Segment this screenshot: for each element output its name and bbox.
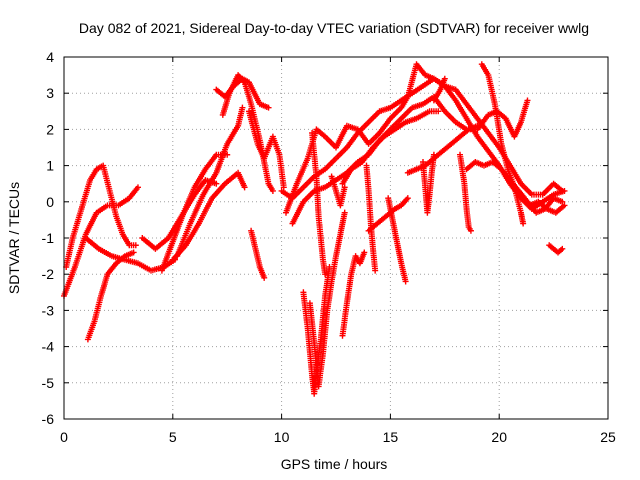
series-track-a <box>63 162 139 270</box>
x-tick-label: 5 <box>169 429 177 445</box>
series-track-g <box>174 104 246 260</box>
y-tick-label: -1 <box>42 230 55 246</box>
data-point-markers <box>339 108 442 187</box>
series-track-c <box>84 249 137 343</box>
series-track-ad <box>478 61 527 227</box>
y-tick-label: 0 <box>46 194 54 210</box>
y-tick-label: 4 <box>46 49 54 65</box>
y-tick-label: -4 <box>42 339 55 355</box>
data-point-markers <box>526 198 568 216</box>
x-axis-label: GPS time / hours <box>281 456 388 472</box>
data-point-markers <box>420 151 437 216</box>
series-track-d <box>82 235 178 274</box>
y-tick-label: -5 <box>42 375 55 391</box>
data-point-markers <box>478 61 527 227</box>
series-track-u <box>339 249 368 339</box>
data-point-markers <box>248 227 268 281</box>
series-track-p <box>339 108 442 187</box>
data-point-markers <box>82 235 178 274</box>
data-point-markers <box>158 151 231 274</box>
series-track-r <box>306 209 348 390</box>
series-track-v <box>363 162 379 274</box>
y-tick-label: 1 <box>46 158 54 174</box>
series-track-h <box>169 169 248 263</box>
y-tick-label: -2 <box>42 266 55 282</box>
data-point-markers <box>84 249 137 343</box>
x-tick-label: 20 <box>491 429 507 445</box>
data-point-markers <box>309 130 329 278</box>
y-axis-label: SDTVAR / TECUs <box>6 182 22 294</box>
y-tick-label: -3 <box>42 302 55 318</box>
chart-title: Day 082 of 2021, Sidereal Day-to-day VTE… <box>79 20 589 36</box>
series-track-ab <box>457 151 474 234</box>
data-point-markers <box>63 162 139 270</box>
x-tick-label: 10 <box>274 429 290 445</box>
series-track-l <box>248 227 268 281</box>
series-track-f <box>158 151 231 274</box>
data-point-markers <box>169 169 248 263</box>
series-track-aa <box>430 75 448 104</box>
series-track-s <box>309 130 329 278</box>
y-tick-label: -6 <box>42 411 55 427</box>
data-point-markers <box>339 249 368 339</box>
data-point-markers <box>430 75 448 104</box>
plot-frame <box>63 56 609 420</box>
data-point-markers <box>283 61 566 216</box>
data-point-markers <box>306 209 348 390</box>
data-points <box>61 61 568 397</box>
series-track-k <box>246 108 287 191</box>
x-tick-label: 15 <box>383 429 399 445</box>
data-point-markers <box>174 104 246 260</box>
data-point-markers <box>546 242 566 256</box>
data-point-markers <box>328 173 348 209</box>
y-tick-label: 3 <box>46 85 54 101</box>
x-tick-label: 0 <box>60 429 68 445</box>
y-tick-label: 2 <box>46 121 54 137</box>
series-track-af <box>546 242 566 256</box>
data-point-markers <box>385 195 409 285</box>
series-track-n <box>283 61 566 216</box>
data-point-markers <box>246 108 287 191</box>
series-track-t <box>328 173 348 209</box>
data-point-markers <box>457 151 474 234</box>
axis-tick-labels: 0 5 10 15 20 25 -6 -5 -4 -3 -2 -1 0 1 2 3 4 <box>42 49 616 445</box>
grid-lines <box>64 57 608 419</box>
series-track-z <box>420 151 437 216</box>
series-track-x <box>385 195 409 285</box>
x-tick-label: 25 <box>600 429 616 445</box>
series-track-ae <box>526 198 568 216</box>
data-point-markers <box>363 162 379 274</box>
